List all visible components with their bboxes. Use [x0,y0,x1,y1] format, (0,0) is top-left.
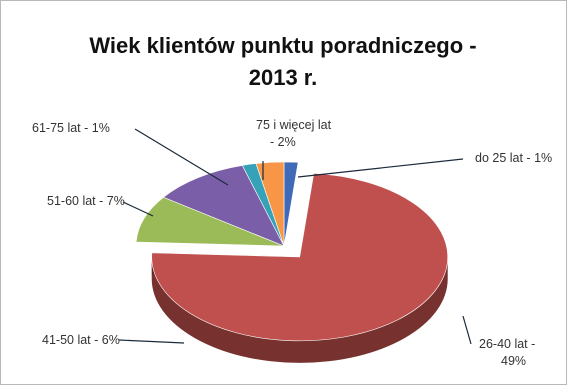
data-label-5-line-1: - 2% [270,135,296,149]
pie-slice-5 [255,161,285,247]
leader-line-0 [297,158,464,178]
data-label-4: 61-75 lat - 1% [32,121,110,135]
chart-title: Wiek klientów punktu poradniczego - [89,33,476,58]
data-label-0-line-0: do 25 lat - 1% [475,151,552,165]
data-label-1: 26-40 lat - 49% [479,337,535,368]
data-label-0: do 25 lat - 1% [475,151,552,165]
pie-slice-1 [151,172,449,342]
data-label-4-line-0: 61-75 lat - 1% [32,121,110,135]
leader-line-4 [134,128,229,186]
data-label-5-line-0: 75 i więcej lat [256,118,332,132]
data-label-3: 51-60 lat - 7% [47,194,125,208]
data-label-5: 75 i więcej lat - 2% [256,118,332,149]
leader-line-2 [118,339,185,344]
pie-slice-3 [162,165,285,247]
pie-slice-side-1 [151,256,448,363]
data-label-1-line-1: 49% [501,354,526,368]
data-label-2: 41-50 lat - 6% [42,333,120,347]
data-label-1-line-0: 26-40 lat - [479,337,535,351]
pie-slice-0 [283,161,299,247]
leader-line-1 [462,315,472,345]
pie-labels: do 25 lat - 1% 26-40 lat - 49% 41-50 lat - … [32,118,552,368]
data-label-3-line-0: 51-60 lat - 7% [47,194,125,208]
leader-line-3 [122,201,154,217]
chart-title-line2: 2013 r. [249,65,318,90]
pie-slice-2 [135,196,285,247]
pie-slices [135,161,449,363]
data-label-2-line-0: 41-50 lat - 6% [42,333,120,347]
